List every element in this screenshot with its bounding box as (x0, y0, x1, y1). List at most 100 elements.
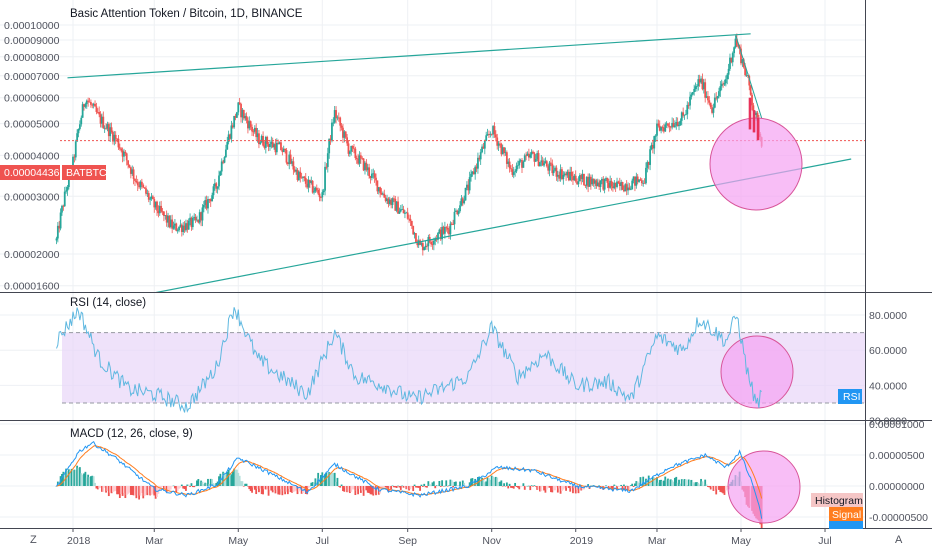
price-tick-label: 0.00010000 (4, 20, 60, 32)
macd-axis[interactable]: 0.00001000 0.00000500 0.00000000 -0.0000050… (869, 419, 928, 524)
histogram-bar (102, 486, 105, 492)
candle-body (375, 177, 377, 181)
rsi-tick-label: 40.0000 (869, 380, 907, 392)
candle-body (510, 168, 512, 170)
candle-body (381, 193, 384, 195)
histogram-bar (401, 485, 404, 487)
histogram-bar (135, 486, 138, 499)
candle-body (606, 177, 609, 183)
rsi-axis[interactable]: 80.0000 60.0000 40.0000 20.0000 (869, 310, 907, 428)
histogram-bar (427, 481, 430, 486)
histogram-bar (231, 472, 234, 486)
zoom-button[interactable]: Z (30, 534, 37, 546)
candle-body (386, 198, 388, 202)
histogram-bar (185, 486, 187, 491)
histogram-bar (329, 472, 332, 486)
histogram-bar (62, 471, 65, 486)
candle-body (500, 143, 503, 155)
candle-body (406, 212, 409, 219)
histogram-bar (693, 483, 696, 486)
candle-body (242, 110, 245, 119)
histogram-bar (627, 486, 629, 491)
histogram-bar (174, 486, 176, 489)
candle-body (620, 181, 623, 187)
candle-body (134, 178, 136, 181)
histogram-bar (541, 486, 544, 487)
rsi-title: RSI (14, close) (70, 297, 146, 309)
candle-body (533, 153, 536, 162)
histogram-bar (370, 486, 373, 495)
candle-body (621, 181, 624, 190)
histogram-bar (146, 486, 149, 496)
candle-body (709, 102, 712, 108)
price-axis[interactable]: 0.00010000 0.00009000 0.00008000 0.00007000… (4, 20, 60, 293)
price-panel[interactable] (55, 33, 865, 305)
candle-body (486, 134, 489, 136)
histogram-bar (227, 469, 230, 486)
candle-body (555, 167, 558, 177)
histogram-bar (359, 486, 362, 493)
time-tick-label: 2018 (67, 535, 91, 547)
candle-body (308, 179, 311, 183)
histogram-bar (415, 486, 417, 488)
histogram-bar (326, 474, 329, 486)
candle-body (740, 48, 742, 64)
histogram-bar (463, 482, 466, 486)
candle-body (127, 160, 129, 165)
candle-body (532, 151, 534, 154)
histogram-bar (689, 480, 691, 486)
histogram-bar (393, 486, 395, 488)
histogram-bar (653, 477, 656, 486)
candle-body (544, 161, 547, 164)
histogram-bar (413, 484, 416, 486)
histogram-bar (499, 481, 501, 486)
histogram-bar (258, 486, 260, 493)
candle-body (507, 161, 510, 164)
time-axis[interactable]: 2018 Mar May Jul Sep Nov 2019 Mar May Jul (67, 528, 832, 547)
candle-body (267, 144, 270, 147)
histogram-bar (149, 486, 152, 496)
candle-body (632, 176, 635, 181)
channel-upper-line[interactable] (67, 33, 751, 79)
candle-body (596, 182, 599, 187)
histogram-bar (347, 486, 350, 492)
histogram-bar (281, 486, 284, 496)
candle-body (156, 201, 158, 211)
candle-body (259, 142, 262, 145)
macd-panel[interactable] (55, 441, 801, 531)
histogram-bar (339, 486, 342, 488)
histogram-bar (87, 474, 90, 486)
candle-body (466, 184, 468, 188)
trend-drop-line[interactable] (735, 34, 763, 119)
rsi-panel[interactable] (56, 307, 794, 413)
histogram-bar (443, 485, 446, 487)
candle-body (631, 180, 634, 190)
candle-body (282, 148, 285, 153)
histogram-bar (708, 486, 711, 488)
histogram-bar (354, 486, 357, 496)
highlight-circle-price[interactable] (709, 117, 803, 211)
histogram-bar (449, 479, 452, 486)
candle-body (355, 157, 358, 159)
time-tick-label: Jul (818, 535, 831, 547)
histogram-bar (445, 480, 448, 486)
histogram-bar (547, 486, 550, 488)
histogram-bar (143, 486, 146, 496)
candle-body (136, 182, 139, 186)
auto-scale-button[interactable]: A (895, 534, 903, 546)
candle-body (654, 135, 657, 137)
histogram-bar (664, 476, 667, 486)
candle-body (716, 96, 719, 99)
histogram-bar (555, 486, 558, 488)
histogram-bar (705, 484, 708, 486)
histogram-bar (563, 486, 566, 489)
candle-body (514, 171, 517, 173)
histogram-bar (410, 486, 413, 488)
candle-body (490, 133, 493, 135)
highlight-circle-macd[interactable] (727, 450, 801, 524)
candle-body (566, 171, 569, 176)
highlight-circle-rsi[interactable] (720, 335, 794, 409)
histogram-bar (191, 486, 194, 488)
candle-body (158, 205, 161, 214)
